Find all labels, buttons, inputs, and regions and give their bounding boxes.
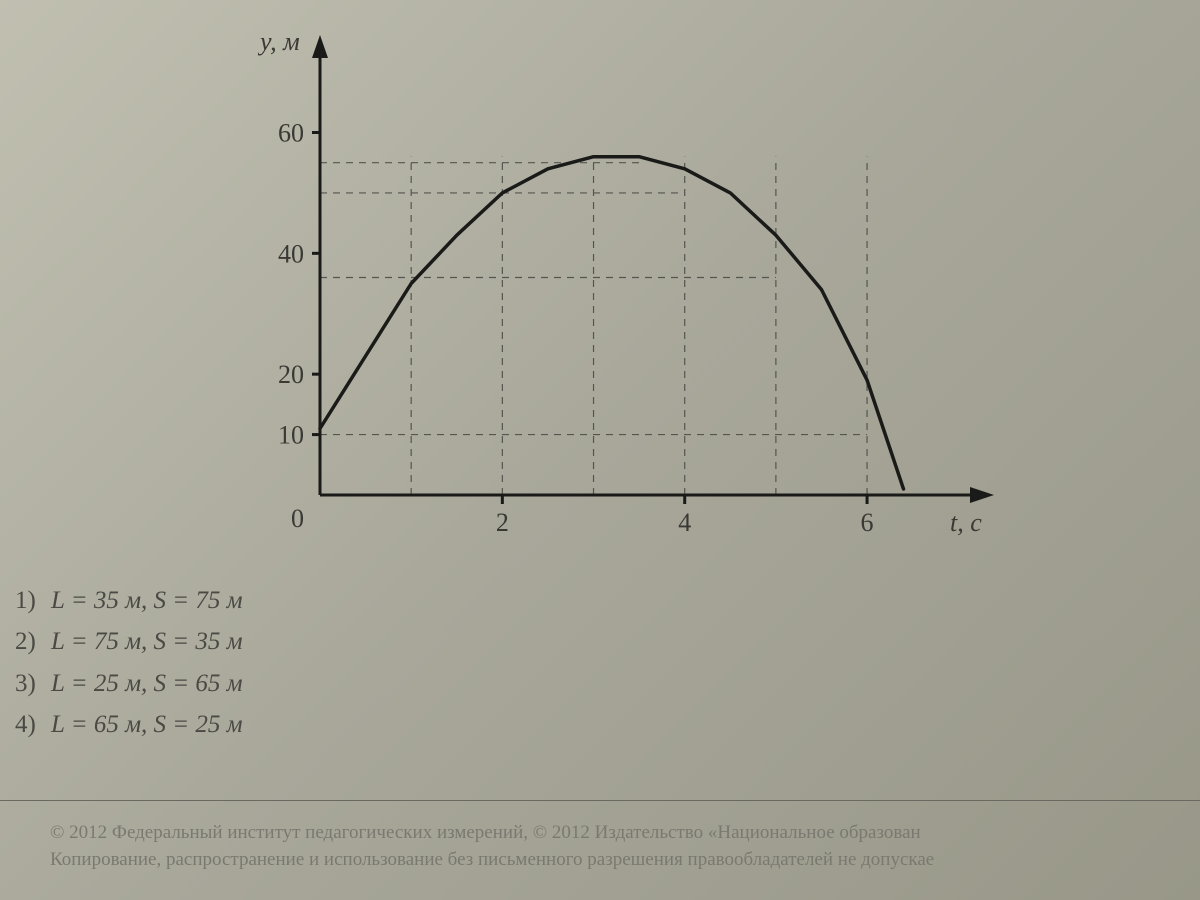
copyright-line-1: © 2012 Федеральный институт педагогическ…	[50, 820, 1200, 847]
answer-option-3: 3) L = 25 м, S = 65 м	[15, 663, 243, 704]
answer-option-1: 1) L = 35 м, S = 75 м	[15, 580, 243, 621]
section-divider	[0, 800, 1200, 801]
answer-number: 1)	[15, 580, 51, 621]
answer-option-2: 2) L = 75 м, S = 35 м	[15, 621, 243, 662]
svg-text:0: 0	[291, 504, 304, 533]
copyright-line-2: Копирование, распространение и использов…	[50, 847, 1200, 874]
svg-text:20: 20	[278, 360, 304, 389]
answer-options: 1) L = 35 м, S = 75 м 2) L = 75 м, S = 3…	[15, 580, 243, 745]
copyright-notice: © 2012 Федеральный институт педагогическ…	[50, 820, 1200, 873]
answer-number: 4)	[15, 704, 51, 745]
answer-text: L = 25 м, S = 65 м	[51, 663, 243, 704]
svg-text:y, м: y, м	[257, 30, 300, 56]
projectile-chart: 10 20 40 60 0 2 4 6 y, м t, с	[240, 30, 1000, 560]
chart-svg: 10 20 40 60 0 2 4 6 y, м t, с	[240, 30, 1000, 560]
svg-text:6: 6	[861, 508, 874, 537]
svg-text:t, с: t, с	[950, 508, 982, 537]
svg-text:4: 4	[678, 508, 691, 537]
answer-number: 3)	[15, 663, 51, 704]
answer-option-4: 4) L = 65 м, S = 25 м	[15, 704, 243, 745]
answer-text: L = 35 м, S = 75 м	[51, 580, 243, 621]
svg-text:60: 60	[278, 119, 304, 148]
svg-text:10: 10	[278, 421, 304, 450]
svg-text:40: 40	[278, 239, 304, 268]
answer-number: 2)	[15, 621, 51, 662]
textbook-page: 10 20 40 60 0 2 4 6 y, м t, с 1) L = 35 м, S = 75…	[0, 0, 1200, 900]
answer-text: L = 75 м, S = 35 м	[51, 621, 243, 662]
svg-text:2: 2	[496, 508, 509, 537]
answer-text: L = 65 м, S = 25 м	[51, 704, 243, 745]
